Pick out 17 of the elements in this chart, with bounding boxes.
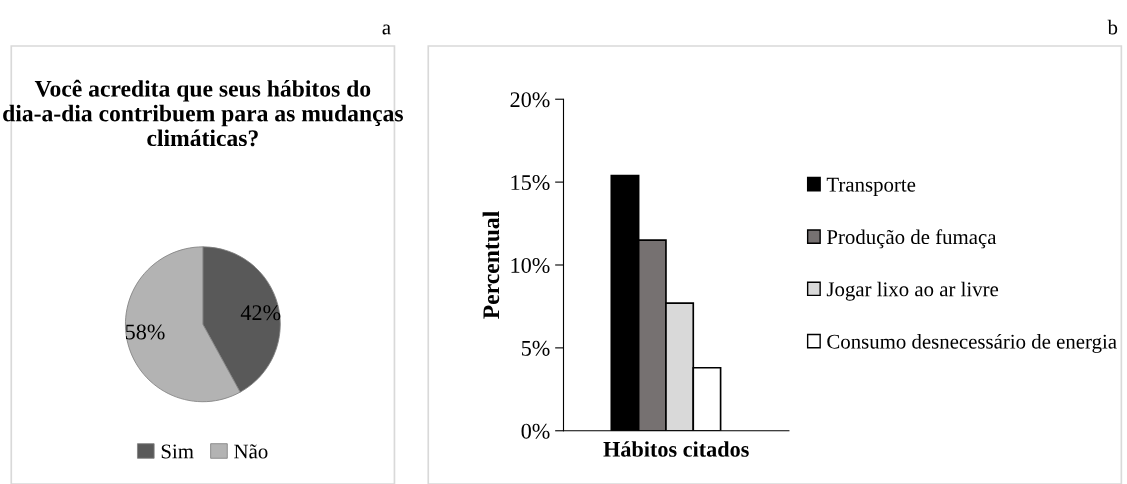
y-tick-label: 10%	[511, 257, 550, 273]
y-tick-label: 0%	[521, 423, 550, 439]
legend-label: Transporte	[826, 177, 916, 196]
text: a	[382, 24, 391, 35]
y-tick-label: 20%	[510, 92, 550, 108]
legend-label: Jogar lixo ao ar livre	[826, 281, 999, 301]
x-axis-title: Hábitos citados	[603, 441, 749, 457]
legend-label: Consumo desnecessário de energia	[827, 333, 1117, 353]
text: b	[1107, 19, 1118, 35]
y-axis-title: Percentual	[482, 211, 500, 319]
chart-title: Você acredita que seus hábitos do dia-a-dia contribuem para as mudanças climáticas?	[3, 79, 403, 147]
legend-label: Produção de fumaça	[827, 229, 997, 249]
y-tick-label: 5%	[521, 340, 550, 356]
data-label: 58%	[125, 324, 165, 340]
legend-label: Sim	[161, 444, 194, 459]
y-tick-label: 15%	[511, 175, 550, 191]
legend-label: Não	[234, 444, 268, 459]
